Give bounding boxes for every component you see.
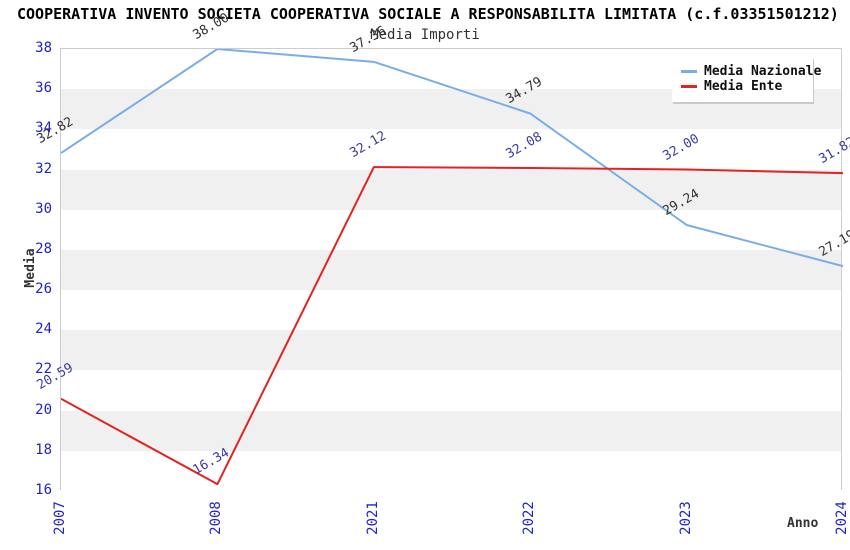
chart-subtitle: Media Importi — [370, 27, 480, 43]
series-lines — [61, 49, 843, 486]
grid-band — [61, 249, 841, 291]
y-axis-title: Media — [23, 248, 38, 288]
y-tick-label: 20 — [35, 401, 52, 418]
legend: Media Nazionale Media Ente — [672, 57, 821, 102]
y-tick-label: 38 — [35, 40, 52, 56]
plot-area — [60, 48, 843, 491]
y-tick-label: 36 — [35, 80, 52, 97]
legend-item: Media Nazionale — [681, 64, 821, 79]
y-tick-label: 18 — [35, 441, 52, 458]
x-tick-label: 2024 — [834, 501, 850, 535]
y-tick-label: 24 — [35, 321, 52, 338]
chart-title: COOPERATIVA INVENTO SOCIETA COOPERATIVA … — [17, 5, 839, 23]
x-tick-label: 2021 — [364, 501, 381, 535]
y-tick-label: 34 — [35, 120, 52, 137]
y-tick-label: 26 — [35, 281, 52, 298]
x-tick-label: 2022 — [521, 501, 538, 535]
y-tick-label: 16 — [35, 482, 52, 498]
grid-band — [61, 410, 841, 451]
legend-label: Media Nazionale — [704, 64, 822, 79]
grid-band — [61, 169, 841, 210]
legend-item: Media Ente — [681, 79, 813, 94]
grid-band — [61, 129, 841, 170]
grid-band — [61, 290, 841, 331]
grid-band — [61, 450, 841, 491]
y-tick-label: 28 — [35, 240, 52, 257]
grid-band — [61, 330, 841, 371]
y-tick-label: 30 — [35, 200, 52, 217]
x-tick-label: 2007 — [52, 501, 68, 535]
grid-band — [61, 370, 841, 411]
x-tick-label: 2008 — [208, 501, 225, 535]
y-tick-label: 22 — [35, 361, 52, 378]
x-tick-label: 2023 — [677, 501, 694, 535]
legend-label: Media Ente — [704, 79, 783, 94]
x-axis-title: Anno — [787, 516, 819, 531]
legend-swatch-icon — [681, 85, 697, 88]
y-tick-label: 32 — [35, 160, 52, 177]
series-line-media-ente — [61, 166, 843, 486]
grid-band — [61, 209, 841, 250]
legend-swatch-icon — [681, 70, 697, 73]
series-line-media-nazionale — [61, 49, 843, 268]
